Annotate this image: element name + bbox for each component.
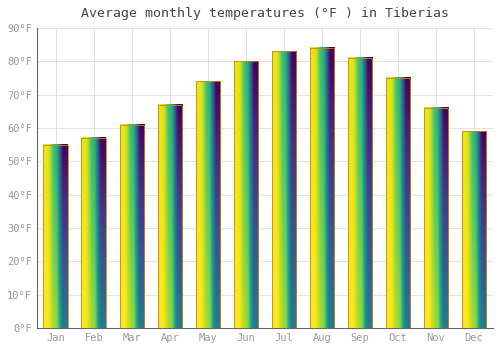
Bar xyxy=(310,48,334,328)
Bar xyxy=(44,145,68,328)
Bar xyxy=(82,138,106,328)
Bar xyxy=(196,82,220,328)
Bar xyxy=(158,105,182,328)
Bar xyxy=(234,61,258,328)
Bar xyxy=(424,108,448,328)
Bar xyxy=(386,78,410,328)
Bar xyxy=(462,132,486,328)
Bar xyxy=(272,51,296,328)
Bar xyxy=(348,58,372,328)
Bar xyxy=(120,125,144,328)
Title: Average monthly temperatures (°F ) in Tiberias: Average monthly temperatures (°F ) in Ti… xyxy=(81,7,449,20)
